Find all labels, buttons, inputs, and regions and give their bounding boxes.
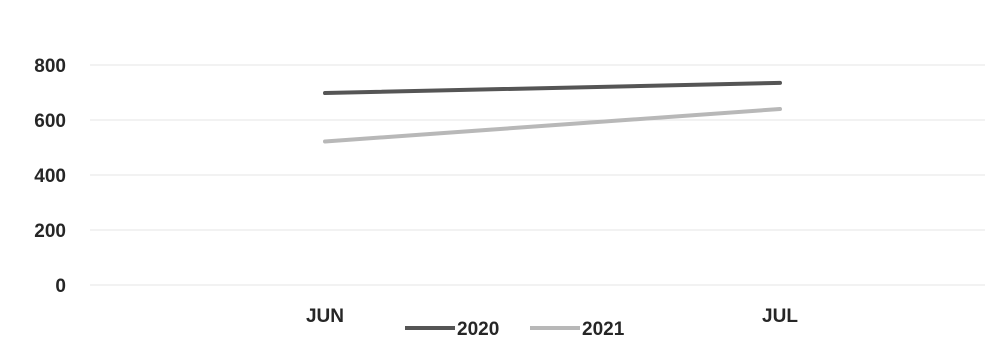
legend: 2020 2021: [405, 319, 625, 338]
y-tick-label: 400: [34, 166, 66, 187]
y-tick-label: 800: [34, 56, 66, 77]
legend-label-2020: 2020: [457, 319, 499, 338]
series-lines: [325, 83, 780, 142]
y-axis-tick-labels: 0 200 400 600 800: [34, 56, 66, 297]
y-tick-label: 600: [34, 111, 66, 132]
x-tick-label: JUN: [306, 306, 344, 327]
series-line-2020: [325, 83, 780, 93]
legend-label-2021: 2021: [582, 319, 625, 338]
x-tick-label: JUL: [762, 306, 798, 327]
gridlines: [90, 65, 985, 285]
x-axis-tick-labels: JUN JUL: [306, 306, 798, 327]
series-line-2021: [325, 109, 780, 141]
y-tick-label: 200: [34, 221, 66, 242]
y-tick-label: 0: [55, 276, 66, 297]
